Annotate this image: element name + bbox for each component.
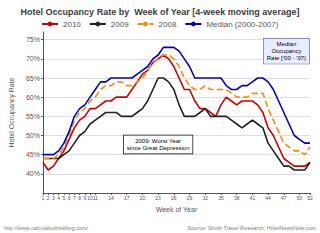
svg-text:41: 41: [250, 195, 256, 201]
svg-text:44: 44: [265, 195, 271, 201]
svg-text:2008: 2008: [159, 20, 177, 29]
svg-text:17: 17: [124, 195, 130, 201]
svg-text:55%: 55%: [26, 113, 40, 120]
svg-text:11: 11: [93, 195, 98, 201]
svg-text:14: 14: [108, 195, 114, 201]
svg-text:50%: 50%: [26, 132, 40, 139]
svg-text:23: 23: [155, 195, 161, 201]
svg-text:9: 9: [83, 195, 86, 201]
svg-text:Occupancy: Occupancy: [271, 48, 301, 54]
svg-text:47: 47: [281, 195, 287, 201]
svg-text:7: 7: [73, 195, 76, 201]
svg-text:2009: 2009: [111, 20, 129, 29]
svg-text:38: 38: [234, 195, 240, 201]
svg-text:Rate [’00 - ’07): Rate [’00 - ’07): [267, 55, 306, 61]
svg-text:20: 20: [140, 195, 146, 201]
svg-text:52: 52: [307, 195, 313, 201]
svg-text:Median (2000-2007): Median (2000-2007): [206, 20, 278, 29]
svg-text:Hotel Occupancy Rate by Week: Hotel Occupancy Rate by Week of Year [4-…: [21, 7, 300, 17]
svg-text:since Great Depression: since Great Depression: [127, 145, 190, 151]
svg-text:65%: 65%: [26, 75, 40, 82]
svg-text:75%: 75%: [26, 36, 40, 43]
svg-text:29: 29: [187, 195, 193, 201]
svg-text:Median: Median: [277, 41, 297, 47]
svg-text:4: 4: [57, 195, 60, 201]
svg-text:3: 3: [52, 195, 55, 201]
svg-text:70%: 70%: [26, 55, 40, 62]
svg-text:2009: Worst Year: 2009: Worst Year: [135, 138, 181, 144]
svg-text:http://www.calculatedriskblog.: http://www.calculatedriskblog.com/: [4, 225, 89, 231]
svg-text:2: 2: [47, 195, 50, 201]
svg-text:Source: Smith Travel Research,: Source: Smith Travel Research, HotelNews…: [188, 225, 317, 231]
svg-text:40%: 40%: [26, 170, 40, 177]
svg-text:45%: 45%: [26, 151, 40, 158]
svg-text:6: 6: [68, 195, 71, 201]
svg-text:8: 8: [78, 195, 81, 201]
svg-text:2010: 2010: [63, 20, 81, 29]
svg-text:60%: 60%: [26, 94, 40, 101]
svg-text:Hotel Occupancy Rate: Hotel Occupancy Rate: [8, 77, 16, 147]
svg-text:50: 50: [297, 195, 303, 201]
svg-text:26: 26: [171, 195, 177, 201]
svg-text:Week of Year: Week of Year: [156, 206, 198, 213]
svg-text:1: 1: [42, 195, 45, 201]
svg-text:5: 5: [62, 195, 65, 201]
svg-text:35: 35: [218, 195, 224, 201]
svg-text:32: 32: [202, 195, 208, 201]
svg-text:10: 10: [87, 194, 93, 201]
